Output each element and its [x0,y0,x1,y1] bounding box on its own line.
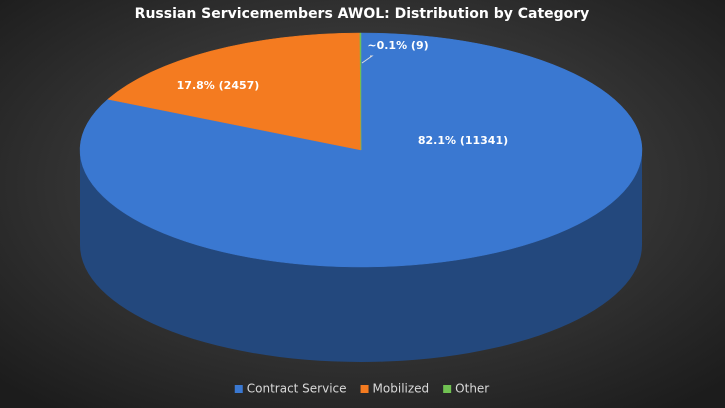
legend-label: Other [455,382,489,396]
data-label: ~0.1% (9) [367,39,428,52]
data-label: 82.1% (11341) [418,134,508,147]
pie-slice [107,32,362,151]
legend-label: Contract Service [247,382,347,396]
legend-swatch [443,385,452,393]
pie-slice-side [80,150,642,362]
legend-swatch [360,385,369,393]
pie-slice [79,32,643,268]
data-label: 17.8% (2457) [177,79,260,92]
pie-slice [359,32,362,151]
chart-title: Russian Servicemembers AWOL: Distributio… [135,6,590,22]
leader-line [361,55,374,64]
legend-label: Mobilized [373,382,430,396]
legend-swatch [234,385,243,393]
